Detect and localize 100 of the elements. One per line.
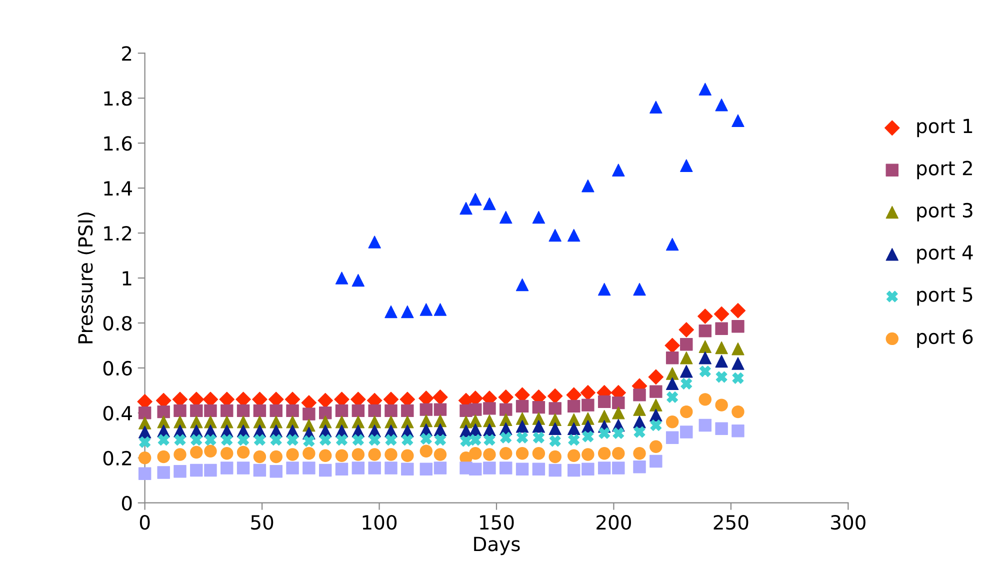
point [190, 404, 203, 418]
point [204, 444, 217, 458]
point [648, 369, 664, 385]
point [318, 392, 333, 408]
point [318, 406, 332, 420]
point [516, 447, 529, 460]
point [420, 444, 433, 458]
point [633, 388, 646, 402]
point [253, 464, 266, 477]
point [401, 449, 414, 462]
point [270, 416, 282, 428]
legend-label: port 5 [917, 287, 972, 306]
point [732, 372, 744, 384]
x-tick-label: 300 [831, 515, 866, 530]
point [384, 305, 398, 318]
point [402, 434, 414, 446]
point [698, 351, 712, 364]
point [500, 210, 512, 224]
point [680, 405, 693, 418]
point [612, 164, 625, 176]
y-tick-label: 1.4 [104, 181, 132, 196]
point [318, 449, 332, 462]
point [650, 385, 662, 398]
point [498, 390, 514, 405]
point [680, 378, 692, 390]
point [612, 406, 625, 420]
point [158, 434, 170, 446]
point [270, 434, 282, 446]
point [532, 400, 546, 414]
point [220, 404, 234, 418]
point [516, 432, 528, 444]
y-tick-label: 0 [122, 496, 132, 511]
point [469, 447, 482, 460]
point [352, 416, 365, 428]
point [698, 308, 713, 324]
point [220, 416, 234, 428]
point [368, 404, 381, 418]
point [174, 448, 186, 461]
point [680, 426, 693, 438]
point [368, 236, 381, 248]
point [650, 100, 662, 114]
point [598, 282, 611, 296]
point [204, 404, 217, 418]
point [582, 179, 594, 192]
point [664, 338, 680, 354]
point [434, 434, 446, 446]
point [612, 396, 625, 410]
point [698, 393, 712, 406]
point [598, 447, 611, 460]
point [634, 426, 646, 438]
point [484, 434, 496, 446]
point [532, 432, 544, 444]
point [420, 462, 433, 476]
point [302, 462, 316, 474]
point [204, 434, 216, 446]
point [253, 404, 266, 418]
point [666, 416, 679, 428]
point [253, 450, 266, 464]
legend-label: port 6 [917, 329, 973, 348]
point [680, 159, 693, 172]
y-tick-label: 1.6 [104, 136, 132, 151]
point [698, 340, 712, 353]
point [420, 303, 433, 316]
point [483, 462, 496, 474]
point [732, 114, 744, 127]
point [384, 404, 398, 418]
point [666, 431, 679, 444]
point [469, 192, 482, 206]
point [238, 434, 250, 446]
point [303, 435, 315, 447]
point [368, 416, 381, 428]
point [286, 448, 299, 461]
point [270, 450, 282, 464]
x-tick-label: 100 [362, 515, 397, 530]
point [270, 404, 282, 418]
point [548, 450, 562, 464]
point [568, 464, 580, 477]
point [516, 420, 529, 433]
point [174, 434, 186, 446]
point [401, 305, 414, 318]
point [666, 351, 679, 364]
point [236, 446, 250, 459]
point [500, 447, 512, 460]
point [548, 413, 562, 426]
point [368, 462, 381, 474]
point [598, 427, 610, 439]
y-tick-label: 1.8 [104, 91, 132, 106]
point [460, 202, 472, 215]
point [715, 322, 728, 335]
point [732, 424, 744, 438]
point [157, 416, 170, 428]
point [582, 430, 594, 442]
point [138, 452, 152, 464]
point [666, 238, 679, 251]
point [434, 462, 447, 474]
x-tick-label: 0 [140, 515, 150, 530]
point [532, 462, 546, 476]
point [286, 404, 299, 418]
point [174, 404, 186, 418]
y-tick-label: 2 [122, 46, 132, 61]
